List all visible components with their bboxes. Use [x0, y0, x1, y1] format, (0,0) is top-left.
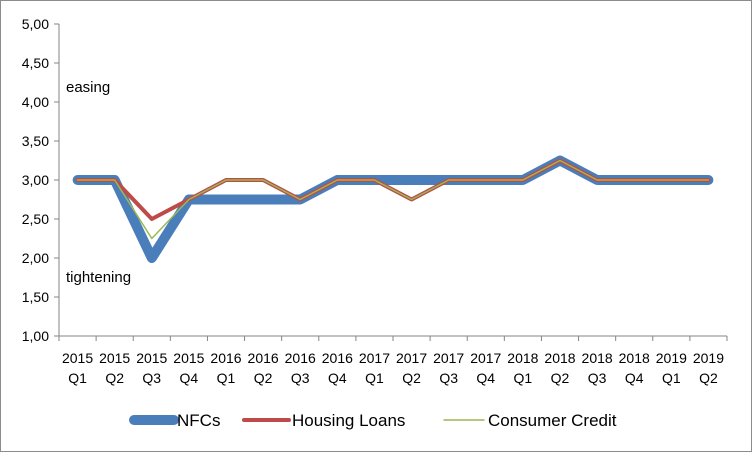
y-tick-label: 1,00 — [22, 328, 49, 344]
x-tick-label-quarter: Q1 — [217, 370, 236, 386]
x-tick-label-quarter: Q4 — [625, 370, 644, 386]
x-tick-label-quarter: Q2 — [254, 370, 273, 386]
legend: NFCs Housing Loans Consumer Credit — [129, 411, 617, 430]
x-tick-label-year: 2015 — [99, 350, 130, 366]
x-tick-label-year: 2017 — [396, 350, 427, 366]
y-tick-label: 1,50 — [22, 289, 49, 305]
y-tick-label: 2,50 — [22, 211, 49, 227]
legend-label-housing-loans: Housing Loans — [292, 411, 405, 430]
y-tick-label: 5,00 — [22, 16, 49, 32]
x-tick-label-year: 2019 — [656, 350, 687, 366]
x-tick-label-quarter: Q2 — [551, 370, 570, 386]
x-tick-label-year: 2016 — [248, 350, 279, 366]
series-lines — [72, 155, 714, 263]
x-tick-label-quarter: Q3 — [439, 370, 458, 386]
x-tick-label-quarter: Q1 — [365, 370, 384, 386]
legend-label-nfcs: NFCs — [177, 411, 220, 430]
x-tick-label-year: 2016 — [210, 350, 241, 366]
y-tick-label: 4,50 — [22, 55, 49, 71]
x-tick-label-quarter: Q3 — [142, 370, 161, 386]
x-tick-label-quarter: Q4 — [476, 370, 495, 386]
x-tick-label-quarter: Q2 — [699, 370, 718, 386]
x-tick-label-year: 2018 — [582, 350, 613, 366]
x-tick-label-quarter: Q1 — [68, 370, 87, 386]
x-tick-label-quarter: Q1 — [514, 370, 533, 386]
x-tick-label-quarter: Q4 — [180, 370, 199, 386]
x-tick-label-year: 2017 — [359, 350, 390, 366]
x-tick-label-year: 2018 — [544, 350, 575, 366]
y-tick-label: 3,50 — [22, 133, 49, 149]
annotation-tightening: tightening — [66, 269, 131, 286]
x-tick-label-quarter: Q2 — [402, 370, 421, 386]
x-tick-label-quarter: Q3 — [291, 370, 310, 386]
y-axis-ticks: 1,00 1,50 2,00 2,50 3,00 3,50 4,00 4,50 5,00 — [22, 16, 59, 344]
series-line-consumer-credit — [76, 159, 710, 240]
x-tick-label-year: 2016 — [285, 350, 316, 366]
annotation-easing: easing — [66, 79, 110, 96]
x-tick-label-quarter: Q1 — [662, 370, 681, 386]
y-tick-label: 4,00 — [22, 94, 49, 110]
y-tick-label: 3,00 — [22, 172, 49, 188]
x-axis-ticks: 2015 Q1 2015 Q2 2015 Q3 2015 Q4 2016 Q1 2016 Q2 2016… — [58, 336, 728, 386]
x-tick-label-year: 2018 — [619, 350, 650, 366]
y-tick-label: 2,00 — [22, 250, 49, 266]
x-tick-label-year: 2015 — [62, 350, 93, 366]
x-tick-label-year: 2016 — [322, 350, 353, 366]
x-tick-label-year: 2019 — [693, 350, 724, 366]
x-tick-label-year: 2015 — [136, 350, 167, 366]
x-tick-label-quarter: Q4 — [328, 370, 347, 386]
x-tick-label-year: 2015 — [173, 350, 204, 366]
x-tick-label-year: 2017 — [433, 350, 464, 366]
legend-label-consumer-credit: Consumer Credit — [488, 411, 617, 430]
x-tick-label-quarter: Q2 — [105, 370, 124, 386]
x-tick-label-year: 2017 — [470, 350, 501, 366]
x-tick-label-quarter: Q3 — [588, 370, 607, 386]
x-tick-label-year: 2018 — [507, 350, 538, 366]
